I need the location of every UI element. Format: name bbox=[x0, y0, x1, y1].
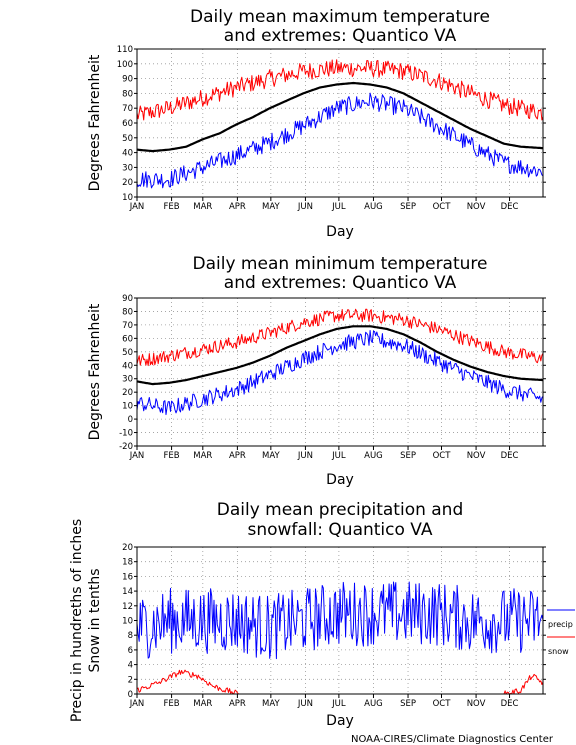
x-tick-label: JAN bbox=[129, 202, 145, 212]
footer-credit: NOAA-CIRES/Climate Diagnostics Center bbox=[351, 734, 554, 745]
x-axis-label: Day bbox=[326, 224, 354, 240]
series-line-precip bbox=[136, 581, 544, 660]
x-tick-label: DEC bbox=[501, 699, 519, 709]
x-tick-label: SEP bbox=[400, 202, 416, 212]
series-line-low bbox=[136, 92, 544, 189]
x-tick-label: APR bbox=[229, 451, 246, 461]
x-tick-label: FEB bbox=[164, 699, 180, 709]
y-tick-label: 90 bbox=[122, 294, 133, 304]
y-tick-label: 40 bbox=[122, 149, 133, 159]
x-tick-label: JUN bbox=[297, 202, 313, 212]
y-tick-label: 70 bbox=[122, 321, 133, 331]
x-tick-label: MAR bbox=[193, 451, 212, 461]
x-tick-label: JAN bbox=[129, 451, 145, 461]
x-tick-label: JUN bbox=[297, 699, 313, 709]
x-tick-label: FEB bbox=[164, 202, 180, 212]
y-axis-label: Precip in hundreths of inches bbox=[69, 519, 85, 722]
plot-frame bbox=[136, 297, 544, 447]
chart-title-line: and extremes: Quantico VA bbox=[224, 273, 457, 293]
x-tick-label: JUN bbox=[297, 451, 313, 461]
x-tick-label: OCT bbox=[433, 202, 452, 212]
x-tick-label: AUG bbox=[364, 451, 383, 461]
y-tick-label: 90 bbox=[122, 75, 133, 85]
y-tick-label: 100 bbox=[117, 60, 133, 70]
chart-title-line: Daily mean minimum temperature bbox=[193, 254, 488, 274]
x-tick-label: FEB bbox=[164, 451, 180, 461]
x-tick-label: AUG bbox=[364, 699, 383, 709]
x-tick-label: APR bbox=[229, 699, 246, 709]
chart-title-line: snowfall: Quantico VA bbox=[248, 520, 433, 540]
x-tick-label: SEP bbox=[400, 699, 416, 709]
y-tick-label: -20 bbox=[119, 442, 133, 452]
y-tick-label: 70 bbox=[122, 104, 133, 114]
y-tick-label: 10 bbox=[122, 402, 133, 412]
y-tick-label: 6 bbox=[128, 646, 133, 656]
y-tick-label: 20 bbox=[122, 178, 133, 188]
series-line-mean bbox=[136, 81, 544, 153]
y-tick-label: 10 bbox=[122, 193, 133, 203]
x-tick-label: APR bbox=[229, 202, 246, 212]
x-tick-label: NOV bbox=[467, 699, 486, 709]
y-tick-label: 20 bbox=[122, 388, 133, 398]
x-tick-label: OCT bbox=[433, 699, 452, 709]
x-tick-label: AUG bbox=[364, 202, 383, 212]
y-tick-label: 20 bbox=[122, 543, 133, 553]
legend-label-snow: snow bbox=[548, 647, 569, 656]
y-tick-label: 8 bbox=[128, 631, 133, 641]
y-tick-label: 16 bbox=[122, 572, 133, 582]
series-line-high bbox=[136, 59, 544, 121]
x-axis-label: Day bbox=[326, 713, 354, 729]
y-tick-label: 2 bbox=[128, 675, 133, 685]
x-tick-label: OCT bbox=[433, 451, 452, 461]
x-tick-label: NOV bbox=[467, 202, 486, 212]
y-tick-label: 60 bbox=[122, 119, 133, 129]
x-tick-label: JAN bbox=[129, 699, 145, 709]
y-axis-label: Degrees Fahrenheit bbox=[87, 303, 103, 440]
x-tick-label: MAR bbox=[193, 699, 212, 709]
legend-label-precip: precip bbox=[548, 620, 573, 629]
x-tick-label: JUL bbox=[331, 451, 346, 461]
series-line-low bbox=[136, 330, 544, 416]
y-tick-label: 4 bbox=[128, 661, 133, 671]
y-tick-label: 50 bbox=[122, 134, 133, 144]
y-tick-label: 110 bbox=[117, 45, 133, 55]
y-axis-label: Degrees Fahrenheit bbox=[87, 54, 103, 191]
y-tick-label: 60 bbox=[122, 334, 133, 344]
y-tick-label: 12 bbox=[122, 602, 133, 612]
y-tick-label: 0 bbox=[128, 690, 133, 700]
x-axis-label: Day bbox=[326, 472, 354, 488]
x-tick-label: MAY bbox=[262, 699, 280, 709]
y-tick-label: 50 bbox=[122, 348, 133, 358]
x-tick-label: JUL bbox=[331, 699, 346, 709]
y-tick-label: 14 bbox=[122, 587, 133, 597]
chart-title-line: Daily mean maximum temperature bbox=[190, 7, 490, 27]
x-tick-label: MAY bbox=[262, 451, 280, 461]
x-tick-label: MAY bbox=[262, 202, 280, 212]
y-tick-label: -10 bbox=[119, 429, 133, 439]
series-line-snow bbox=[136, 669, 544, 695]
x-tick-label: SEP bbox=[400, 451, 416, 461]
y-axis-label: Snow in tenths bbox=[87, 568, 103, 672]
x-tick-label: NOV bbox=[467, 451, 486, 461]
y-tick-label: 30 bbox=[122, 375, 133, 385]
y-tick-label: 18 bbox=[122, 558, 133, 568]
series-line-mean bbox=[136, 325, 544, 386]
x-tick-label: DEC bbox=[501, 202, 519, 212]
y-tick-label: 40 bbox=[122, 361, 133, 371]
y-tick-label: 80 bbox=[122, 89, 133, 99]
chart-title-line: Daily mean precipitation and bbox=[217, 500, 464, 520]
chart-title-line: and extremes: Quantico VA bbox=[224, 26, 457, 46]
y-tick-label: 10 bbox=[122, 617, 133, 627]
y-tick-label: 0 bbox=[128, 415, 133, 425]
y-tick-label: 30 bbox=[122, 163, 133, 173]
x-tick-label: DEC bbox=[501, 451, 519, 461]
x-tick-label: MAR bbox=[193, 202, 212, 212]
series-line-high bbox=[136, 308, 544, 367]
x-tick-label: JUL bbox=[331, 202, 346, 212]
y-tick-label: 80 bbox=[122, 307, 133, 317]
